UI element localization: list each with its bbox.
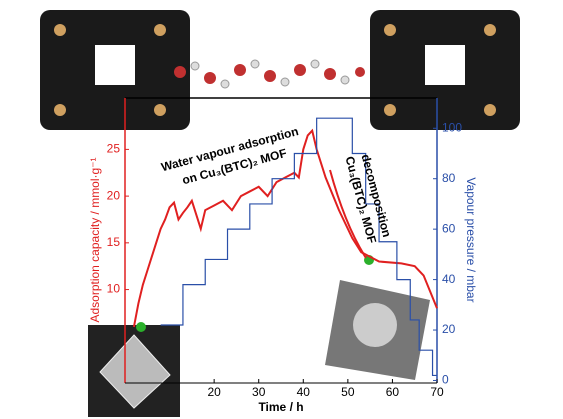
y-tick-label: 20 — [107, 188, 121, 202]
y2-tick-label: 100 — [442, 120, 462, 134]
x-tick-label: 50 — [341, 385, 355, 399]
y-axis-label: Adsorption capacity / mmol·g⁻¹ — [88, 157, 102, 322]
x-axis-label: Time / h — [258, 400, 303, 414]
data-line — [132, 128, 438, 328]
y2-tick-label: 80 — [442, 171, 456, 185]
arrow — [329, 169, 367, 259]
data-line — [160, 117, 437, 377]
x-tick-label: 20 — [207, 385, 221, 399]
x-tick-label: 30 — [252, 385, 266, 399]
y2-tick-label: 40 — [442, 272, 456, 286]
y2-tick-label: 0 — [442, 373, 449, 387]
y2-tick-label: 20 — [442, 322, 456, 336]
x-tick-label: 70 — [430, 385, 444, 399]
y-tick-label: 15 — [107, 235, 121, 249]
x-tick-label: 60 — [386, 385, 400, 399]
y2-axis-label: Vapour pressure / mbar — [464, 177, 478, 302]
x-tick-label: 40 — [297, 385, 311, 399]
y2-tick-label: 60 — [442, 221, 456, 235]
y-tick-label: 25 — [107, 142, 121, 156]
decoration — [40, 10, 520, 417]
y-tick-label: 10 — [107, 282, 121, 296]
